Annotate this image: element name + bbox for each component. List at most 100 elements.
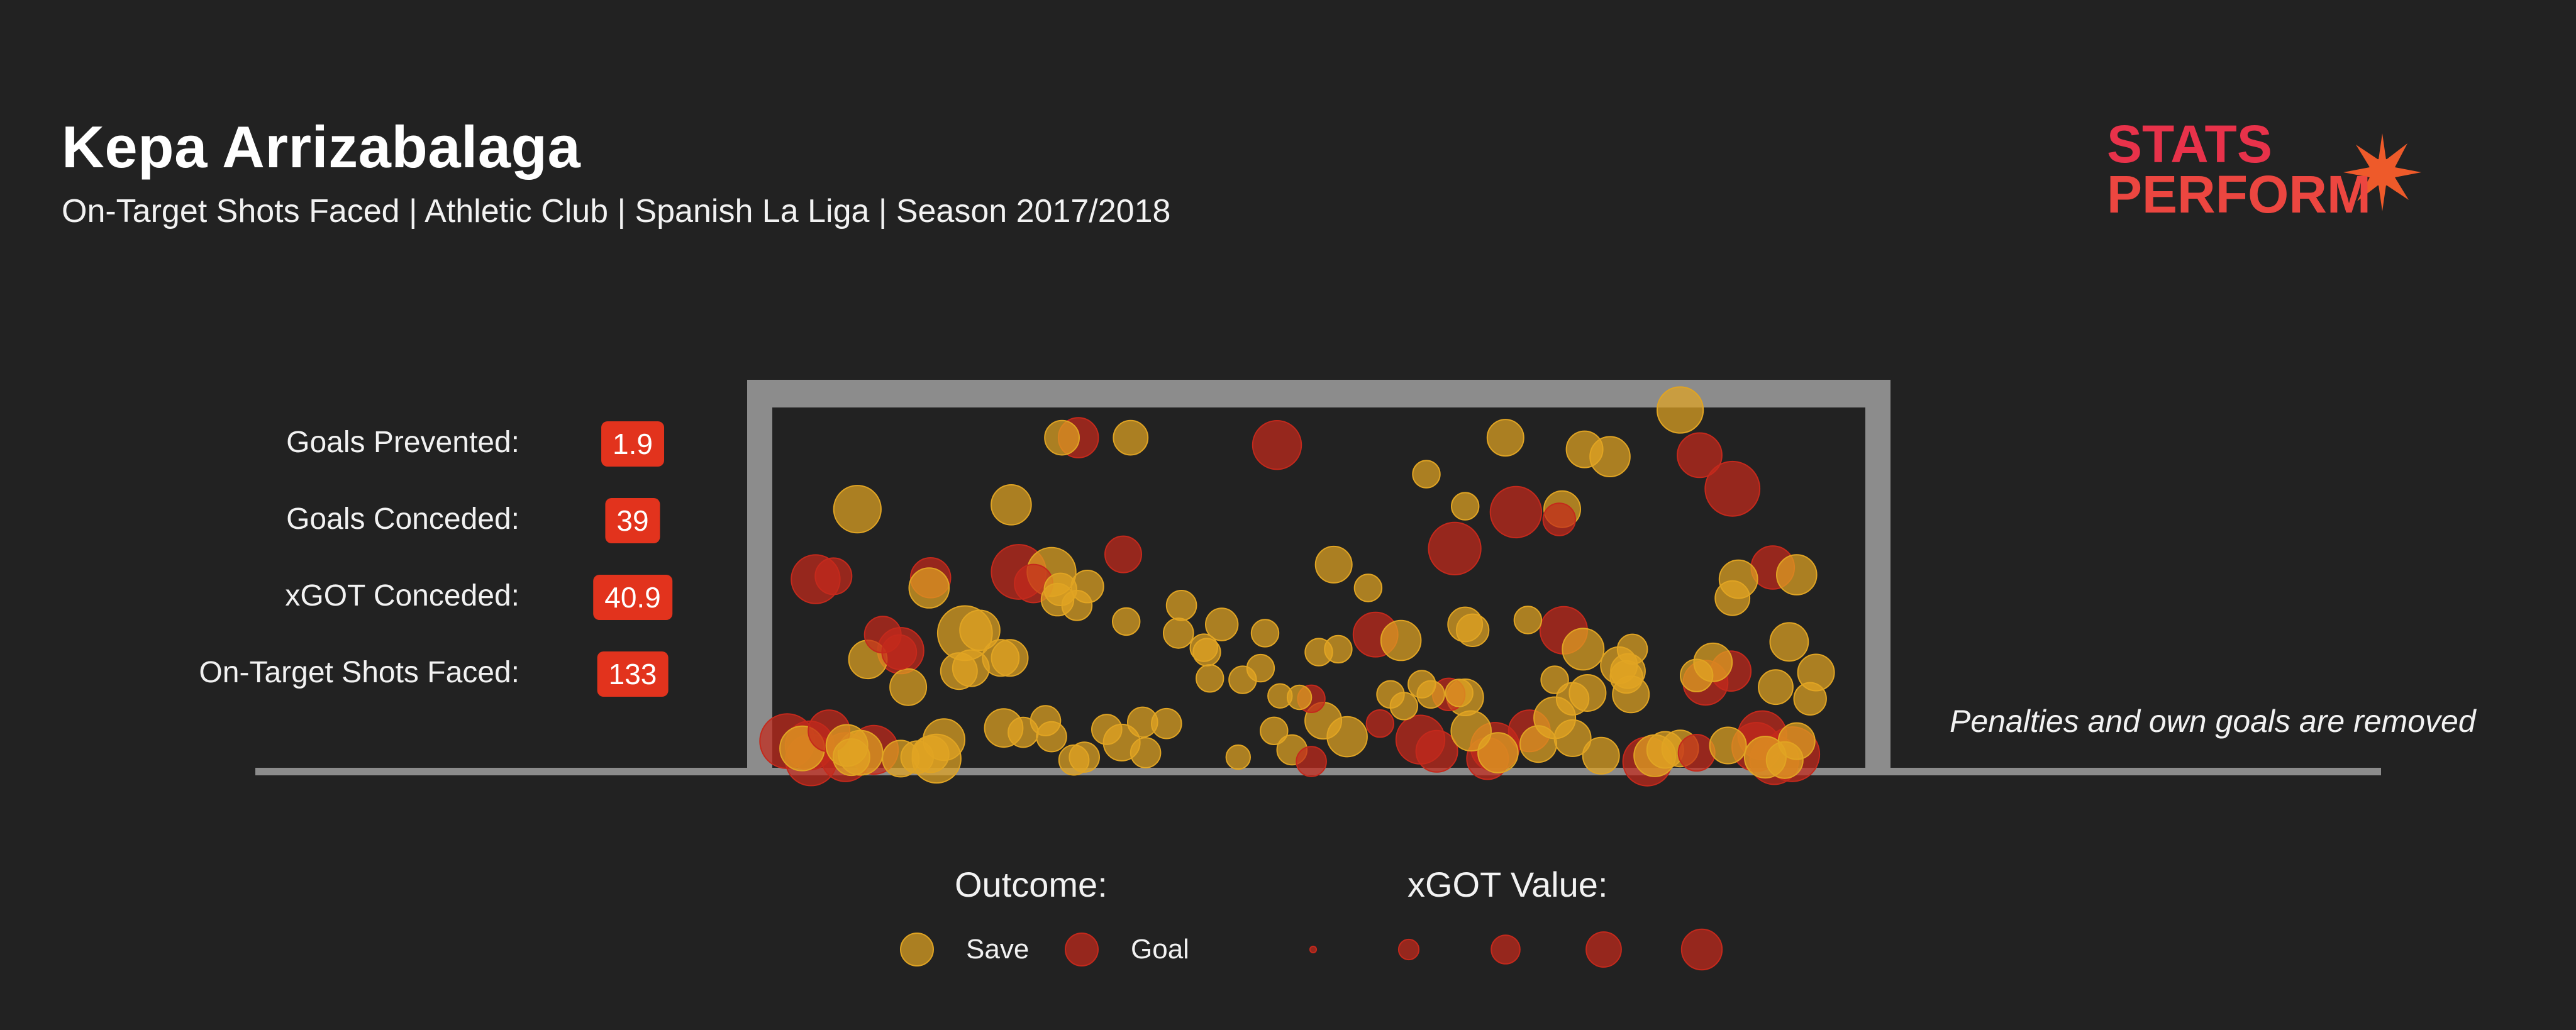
- save-shot-marker: [889, 668, 928, 706]
- save-shot-marker: [1044, 419, 1080, 456]
- save-shot-marker: [832, 738, 870, 777]
- save-shot-marker: [1069, 741, 1100, 773]
- save-shot-marker: [1416, 680, 1445, 709]
- save-shot-marker: [1582, 736, 1620, 775]
- penalties-note: Penalties and own goals are removed: [1950, 704, 2476, 739]
- save-shot-marker: [1519, 725, 1557, 763]
- save-shot-marker: [1513, 606, 1543, 634]
- legend-goal-label: Goal: [1131, 934, 1189, 965]
- save-shot-marker: [1477, 732, 1519, 773]
- stat-label: Goals Prevented:: [286, 426, 519, 459]
- save-shot-marker: [1324, 634, 1353, 664]
- save-shot-marker: [1616, 633, 1648, 665]
- save-shot-marker: [833, 485, 882, 534]
- save-shot-marker: [1113, 419, 1149, 456]
- save-shot-marker: [1267, 683, 1293, 709]
- save-shot-marker: [1353, 573, 1383, 602]
- save-shot-marker: [1769, 622, 1809, 662]
- save-shot-marker: [1165, 590, 1197, 621]
- legend-outcome-title: Outcome:: [955, 865, 1108, 904]
- save-shot-marker: [908, 567, 950, 609]
- save-shot-marker: [1112, 607, 1141, 636]
- save-shot-marker: [1793, 682, 1827, 716]
- save-shot-marker: [1565, 430, 1604, 468]
- save-shot-marker: [1714, 580, 1751, 616]
- legend-markers: [900, 928, 1723, 971]
- shot-dots: [759, 386, 1835, 787]
- legend-goal-marker: [1065, 933, 1099, 966]
- save-shot-marker: [1260, 716, 1289, 746]
- goal-shot-marker: [1104, 535, 1142, 573]
- save-shot-marker: [1776, 554, 1818, 595]
- save-shot-marker: [1250, 619, 1280, 648]
- goal-shot-marker: [1704, 460, 1761, 517]
- legend-save-marker: [900, 933, 934, 966]
- stat-label: On-Target Shots Faced:: [199, 656, 519, 689]
- save-shot-marker: [1540, 665, 1569, 694]
- save-shot-marker: [900, 740, 935, 774]
- goal-shot-marker: [1428, 521, 1482, 576]
- save-shot-marker: [1657, 386, 1704, 434]
- goal-frame: [255, 380, 2381, 775]
- save-shot-marker: [1709, 726, 1747, 765]
- goal-shot-marker: [814, 557, 853, 595]
- legend-xgot-size-marker: [1309, 945, 1318, 954]
- save-shot-marker: [1151, 707, 1182, 739]
- save-shot-marker: [1777, 722, 1816, 760]
- save-shot-marker: [1455, 613, 1490, 647]
- legend-xgot-size-marker: [1680, 928, 1723, 971]
- goal-shot-marker: [1677, 432, 1723, 479]
- logo-line-1: STATS: [2107, 114, 2272, 174]
- save-shot-marker: [1163, 617, 1194, 649]
- save-shot-marker: [1314, 545, 1353, 584]
- logo-burst-icon: [2343, 133, 2421, 211]
- stat-label: Goals Conceded:: [286, 502, 519, 536]
- save-shot-marker: [1486, 419, 1524, 457]
- legend-xgot-title: xGOT Value:: [1407, 865, 1608, 904]
- legend-xgot-size-marker: [1491, 934, 1521, 965]
- goal-shot-marker: [1365, 709, 1395, 738]
- stat-value-badge: 133: [597, 651, 669, 697]
- goal-shot-marker: [1489, 485, 1543, 539]
- crossbar: [747, 380, 1890, 407]
- save-shot-marker: [1758, 669, 1794, 706]
- goal-shot-marker: [1296, 746, 1327, 777]
- save-shot-marker: [1412, 460, 1441, 489]
- goal-shot-marker: [1415, 729, 1458, 773]
- goal-shot-marker: [1542, 502, 1577, 536]
- save-shot-marker: [1609, 660, 1643, 694]
- save-shot-marker: [1061, 590, 1093, 621]
- save-shot-marker: [1189, 633, 1218, 662]
- page-subtitle: On-Target Shots Faced | Athletic Club | …: [62, 193, 1171, 230]
- save-shot-marker: [959, 609, 1001, 651]
- page-title: Kepa Arrizabalaga: [62, 114, 581, 180]
- save-shot-marker: [1553, 719, 1592, 757]
- save-shot-marker: [1562, 628, 1605, 671]
- save-shot-marker: [940, 652, 978, 690]
- save-shot-marker: [1555, 682, 1590, 716]
- save-shot-marker: [1680, 658, 1714, 692]
- save-shot-marker: [1451, 492, 1480, 521]
- left-post: [747, 380, 772, 770]
- goal-shot-marker: [1252, 420, 1302, 470]
- save-shot-marker: [1225, 744, 1252, 770]
- save-shot-marker: [991, 639, 1029, 677]
- legend-save-label: Save: [966, 934, 1030, 965]
- save-shot-marker: [1196, 664, 1224, 693]
- save-shot-marker: [1130, 737, 1162, 768]
- save-shot-marker: [1389, 692, 1419, 721]
- stats-perform-logo: STATS PERFORM: [2107, 114, 2421, 224]
- goal-shot-marker: [881, 634, 918, 670]
- legend-xgot-size-marker: [1585, 931, 1622, 968]
- save-shot-marker: [1205, 607, 1239, 641]
- stat-value-badge: 1.9: [601, 421, 664, 467]
- right-post: [1865, 380, 1890, 770]
- save-shot-marker: [1445, 678, 1474, 707]
- save-shot-marker: [1091, 714, 1123, 745]
- legend-xgot-size-marker: [1397, 938, 1420, 961]
- logo-line-2: PERFORM: [2107, 165, 2371, 224]
- goal-shot-marker: [1677, 734, 1716, 772]
- stat-value-badge: 40.9: [593, 575, 672, 620]
- save-shot-marker: [1246, 653, 1275, 683]
